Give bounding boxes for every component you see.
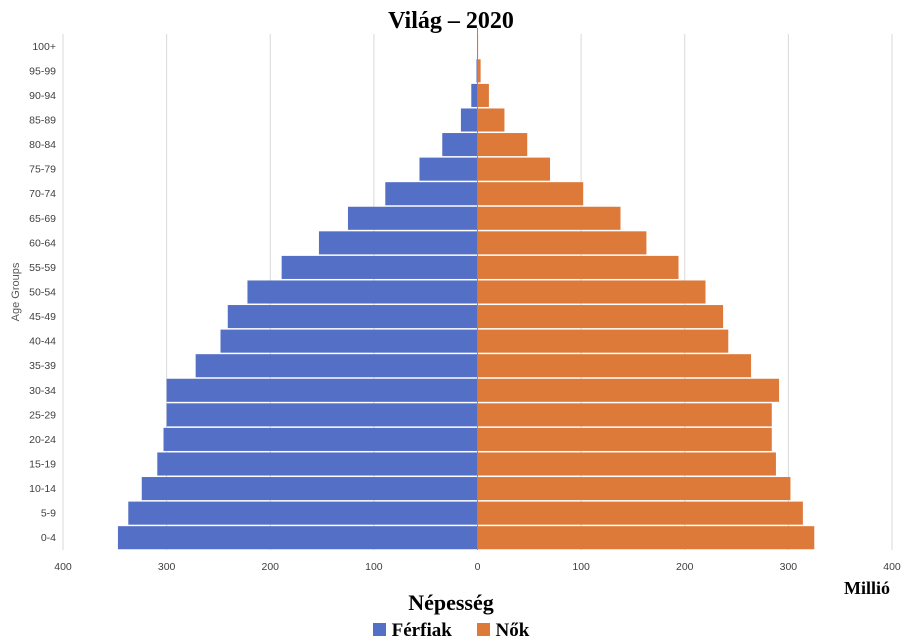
male-bar-85-89: [460, 108, 478, 132]
legend-item-male: Férfiak: [372, 620, 452, 642]
x-tick-label-3: 100: [365, 561, 383, 573]
x-tick-label-0: 400: [54, 561, 72, 573]
x-tick-label-1: 300: [158, 561, 176, 573]
female-bar-20-24: [477, 427, 772, 451]
female-bar-45-49: [477, 305, 724, 329]
age-group-label-40-44: 40-44: [29, 336, 56, 348]
age-group-label-95-99: 95-99: [29, 65, 56, 77]
x-axis-unit: Millió: [844, 578, 890, 598]
female-bar-85-89: [477, 108, 505, 132]
y-axis-title: Age Groups: [10, 262, 22, 322]
female-bar-5-9: [477, 501, 803, 525]
male-bar-75-79: [419, 157, 478, 181]
age-group-label-60-64: 60-64: [29, 237, 56, 249]
female-bar-30-34: [477, 378, 780, 402]
age-group-label-15-19: 15-19: [29, 459, 56, 471]
age-group-label-70-74: 70-74: [29, 188, 56, 200]
age-group-label-5-9: 5-9: [41, 508, 56, 520]
male-bar-45-49: [227, 305, 478, 329]
age-group-label-75-79: 75-79: [29, 164, 56, 176]
female-bar-35-39: [477, 354, 752, 378]
male-bar-30-34: [166, 378, 478, 402]
female-bar-40-44: [477, 329, 729, 353]
age-group-label-10-14: 10-14: [29, 483, 56, 495]
age-group-label-0-4: 0-4: [41, 532, 56, 544]
female-bar-70-74: [477, 182, 584, 206]
x-tick-label-8: 400: [883, 561, 901, 573]
age-group-label-30-34: 30-34: [29, 385, 56, 397]
x-tick-label-4: 0: [475, 561, 481, 573]
age-group-label-80-84: 80-84: [29, 139, 56, 151]
male-bar-95-99: [476, 59, 478, 83]
chart-title: Világ – 2020: [388, 8, 514, 34]
age-group-label-100+: 100+: [32, 41, 56, 53]
age-group-label-90-94: 90-94: [29, 90, 56, 102]
age-group-label-65-69: 65-69: [29, 213, 56, 225]
x-axis-title: Népesség: [408, 590, 494, 615]
male-bar-70-74: [385, 182, 478, 206]
age-group-label-45-49: 45-49: [29, 311, 56, 323]
female-bar-55-59: [477, 255, 679, 279]
x-tick-label-5: 100: [572, 561, 590, 573]
age-group-label-25-29: 25-29: [29, 409, 56, 421]
female-bar-90-94: [477, 83, 489, 107]
male-bar-40-44: [220, 329, 478, 353]
legend-label-male: Férfiak: [391, 620, 452, 641]
female-bar-10-14: [477, 477, 791, 501]
legend: Férfiak Nők: [0, 620, 902, 642]
female-bar-95-99: [477, 59, 481, 83]
age-group-label-35-39: 35-39: [29, 360, 56, 372]
male-bar-35-39: [195, 354, 478, 378]
male-bar-0-4: [117, 526, 478, 550]
x-tick-label-7: 300: [780, 561, 798, 573]
female-bar-15-19: [477, 452, 776, 476]
female-bar-25-29: [477, 403, 772, 427]
male-bar-50-54: [247, 280, 478, 304]
age-group-label-50-54: 50-54: [29, 287, 56, 299]
male-bar-65-69: [347, 206, 478, 230]
male-bar-60-64: [318, 231, 478, 255]
legend-item-female: Nők: [476, 620, 530, 642]
legend-swatch-male: [372, 623, 386, 636]
male-bar-20-24: [163, 427, 478, 451]
female-bar-60-64: [477, 231, 647, 255]
female-bar-0-4: [477, 526, 815, 550]
male-bar-15-19: [157, 452, 478, 476]
age-group-label-55-59: 55-59: [29, 262, 56, 274]
male-bar-90-94: [471, 83, 478, 107]
legend-swatch-female: [476, 623, 490, 636]
male-bar-5-9: [128, 501, 478, 525]
x-tick-label-2: 200: [261, 561, 279, 573]
female-bar-50-54: [477, 280, 706, 304]
female-bar-65-69: [477, 206, 621, 230]
male-bar-55-59: [281, 255, 478, 279]
male-bar-80-84: [442, 133, 478, 157]
age-group-label-85-89: 85-89: [29, 115, 56, 127]
x-tick-label-6: 200: [676, 561, 694, 573]
male-bar-10-14: [141, 477, 478, 501]
age-group-label-20-24: 20-24: [29, 434, 56, 446]
female-bar-75-79: [477, 157, 551, 181]
legend-label-female: Nők: [495, 620, 530, 641]
female-bar-80-84: [477, 133, 528, 157]
male-bar-25-29: [166, 403, 478, 427]
